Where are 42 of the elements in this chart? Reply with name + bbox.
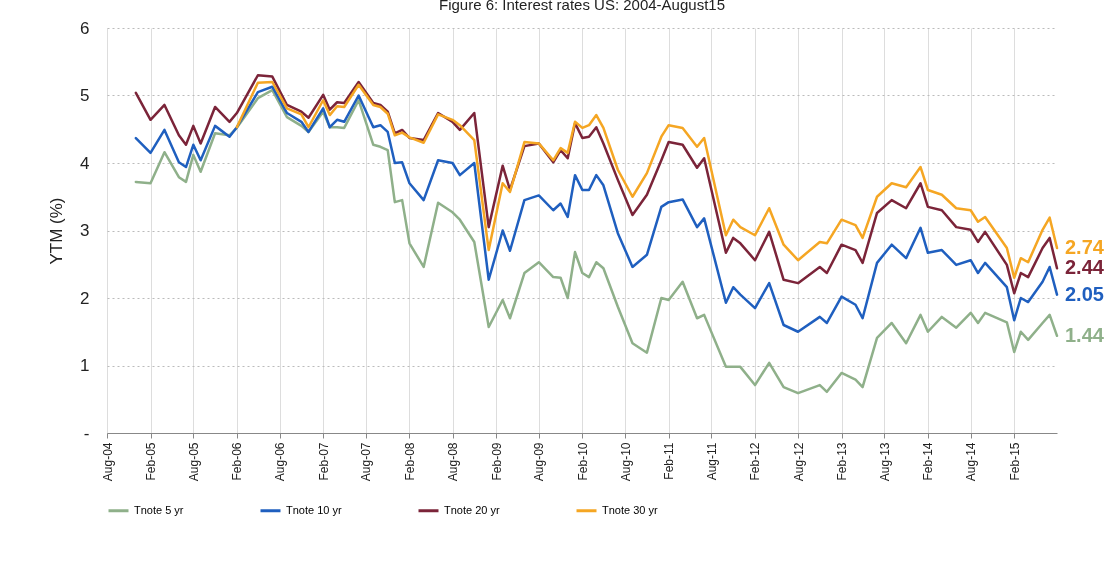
chart-title: Figure 6: Interest rates US: 2004-August15 bbox=[439, 0, 725, 13]
x-tick-label: Feb-09 bbox=[489, 442, 504, 481]
line-series bbox=[134, 85, 1059, 333]
x-tick-label: Aug-09 bbox=[532, 442, 547, 482]
x-tick-label: Aug-12 bbox=[791, 442, 806, 482]
y-tick-label: 1 bbox=[80, 356, 90, 375]
y-tick-label: 2 bbox=[80, 288, 90, 308]
data-label: 2.74 bbox=[1065, 236, 1105, 259]
legend-label: Tnote 5 yr bbox=[134, 503, 184, 516]
x-tick-label: Feb-15 bbox=[1007, 442, 1022, 481]
x-tick-label: Feb-08 bbox=[402, 442, 417, 481]
x-tick-label: Aug-06 bbox=[273, 442, 288, 482]
x-tick-label: Feb-06 bbox=[230, 442, 245, 481]
data-label: 2.44 bbox=[1065, 256, 1105, 279]
y-tick-label: 6 bbox=[80, 18, 90, 38]
data-label: 2.05 bbox=[1065, 282, 1104, 305]
x-tick-label: Feb-12 bbox=[748, 442, 763, 481]
line-series bbox=[235, 80, 1059, 279]
y-tick-label: 5 bbox=[80, 86, 90, 105]
y-axis-title: YTM (%) bbox=[47, 197, 67, 265]
x-tick-label: Aug-08 bbox=[446, 442, 461, 482]
x-tick-label: Aug-11 bbox=[704, 442, 719, 481]
legend-label: Tnote 10 yr bbox=[286, 503, 342, 516]
x-tick-label: Aug-14 bbox=[964, 442, 979, 482]
data-label: 1.44 bbox=[1065, 323, 1105, 346]
y-tick-label: 3 bbox=[80, 221, 90, 240]
x-tick-label: Aug-04 bbox=[100, 442, 115, 482]
x-tick-label: Aug-07 bbox=[359, 442, 374, 482]
y-tick-label: - bbox=[83, 423, 90, 443]
x-tick-label: Feb-05 bbox=[144, 442, 159, 481]
x-tick-label: Feb-10 bbox=[575, 442, 590, 481]
x-tick-label: Feb-07 bbox=[316, 442, 331, 481]
y-tick-label: 4 bbox=[80, 153, 90, 173]
x-tick-label: Feb-13 bbox=[835, 442, 850, 481]
legend-label: Tnote 20 yr bbox=[444, 503, 500, 516]
x-tick-label: Aug-05 bbox=[186, 442, 201, 482]
x-tick-label: Feb-14 bbox=[921, 442, 936, 481]
x-tick-label: Aug-10 bbox=[618, 442, 633, 482]
x-tick-label: Feb-11 bbox=[662, 442, 677, 480]
legend-label: Tnote 30 yr bbox=[602, 503, 658, 516]
x-tick-label: Aug-13 bbox=[877, 442, 892, 482]
line-series bbox=[134, 88, 1059, 395]
